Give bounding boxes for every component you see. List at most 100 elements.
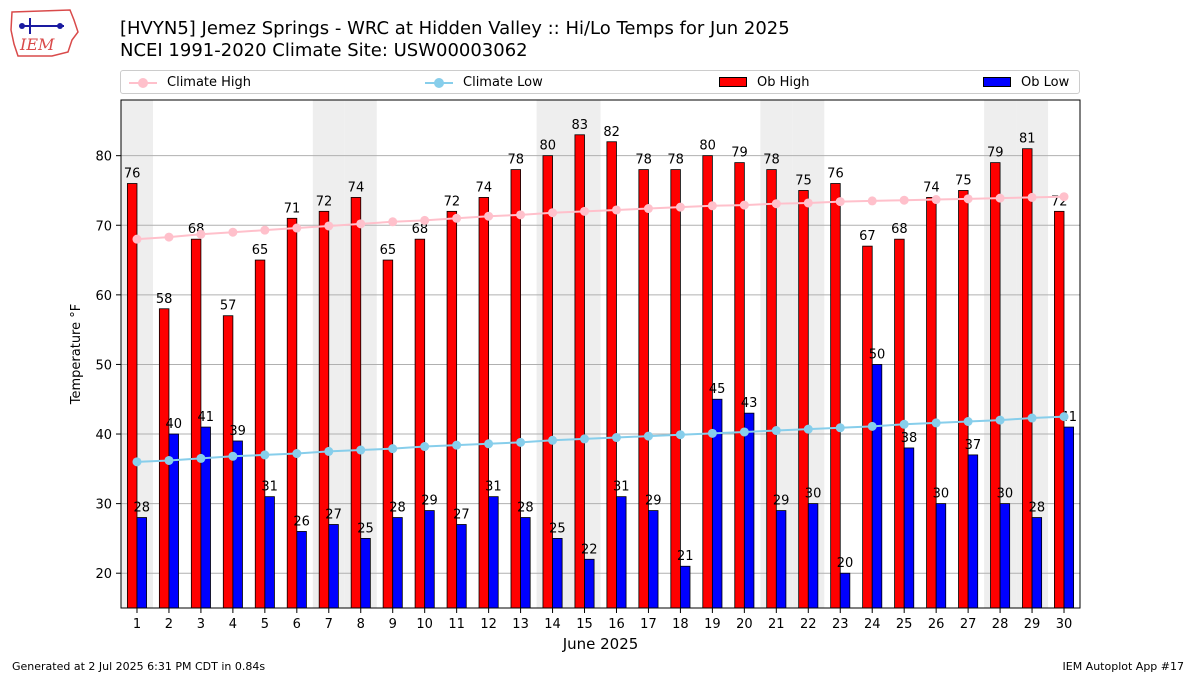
legend-ob-high-label: Ob High xyxy=(757,75,810,90)
climate-high-point xyxy=(1027,192,1037,202)
climate-low-point xyxy=(707,428,717,438)
climate-low-point xyxy=(931,418,941,428)
climate-low-line xyxy=(136,415,1065,463)
ob-low-label: 28 xyxy=(1029,501,1046,516)
ob-high-bar xyxy=(926,197,937,609)
climate-low-point xyxy=(260,450,270,460)
climate-high-point xyxy=(771,199,781,209)
climate-high-point xyxy=(324,221,334,231)
ob-low-label: 30 xyxy=(805,487,822,502)
climate-low-point xyxy=(963,417,973,427)
legend-climate-high-label: Climate High xyxy=(167,75,252,90)
ob-high-bar xyxy=(222,315,234,609)
ob-high-label: 76 xyxy=(124,167,141,182)
climate-low-point xyxy=(452,440,462,450)
y-tick-label: 60 xyxy=(95,289,112,304)
ob-high-label: 74 xyxy=(476,180,493,195)
climate-high-point xyxy=(420,215,430,225)
ob-low-bar xyxy=(616,496,627,609)
ob-high-bar xyxy=(990,162,1001,609)
climate-high-point xyxy=(164,232,174,242)
y-tick-label: 40 xyxy=(95,428,112,443)
ob-high-label: 74 xyxy=(923,180,940,195)
ob-high-bar xyxy=(830,183,841,609)
footer-app: IEM Autoplot App #17 xyxy=(1062,660,1185,673)
ob-high-bar xyxy=(126,183,138,609)
chart-title-line1: [HVYN5] Jemez Springs - WRC at Hidden Va… xyxy=(120,18,790,39)
x-tick-label: 28 xyxy=(992,617,1009,632)
x-tick-label: 29 xyxy=(1024,617,1041,632)
ob-low-bar xyxy=(136,517,147,609)
ob-high-label: 78 xyxy=(635,153,652,168)
x-tick-label: 12 xyxy=(480,617,497,632)
climate-low-point xyxy=(1059,412,1069,422)
ob-low-label: 25 xyxy=(357,521,374,536)
ob-low-bar xyxy=(488,496,499,609)
ob-high-bar xyxy=(286,217,298,609)
ob-high-label: 78 xyxy=(508,153,525,168)
ob-low-label: 20 xyxy=(837,556,854,571)
ob-low-label: 26 xyxy=(293,514,310,529)
ob-high-label: 79 xyxy=(987,146,1004,161)
ob-low-bar xyxy=(935,503,947,609)
y-tick-label: 70 xyxy=(95,219,112,234)
climate-high-point xyxy=(132,234,142,244)
ob-high-label: 67 xyxy=(859,229,876,244)
climate-low-point xyxy=(196,453,206,463)
ob-high-label: 82 xyxy=(603,125,620,140)
iem-logo: IEM xyxy=(10,9,79,57)
x-tick-label: 25 xyxy=(896,617,913,632)
ob-high-bar xyxy=(958,190,969,609)
climate-low-point xyxy=(739,427,749,437)
ob-high-label: 68 xyxy=(891,222,908,237)
ob-low-label: 28 xyxy=(134,501,151,516)
climate-high-point xyxy=(675,202,685,212)
ob-low-label: 28 xyxy=(389,501,406,516)
ob-low-label: 31 xyxy=(261,480,278,495)
climate-low-point xyxy=(132,457,142,467)
x-tick-label: 17 xyxy=(640,617,657,632)
climate-high-marker-icon xyxy=(138,78,148,88)
climate-high-point xyxy=(963,194,973,204)
x-tick-label: 6 xyxy=(293,617,301,632)
x-tick-label: 15 xyxy=(576,617,593,632)
climate-high-point xyxy=(643,204,653,214)
ob-low-label: 29 xyxy=(645,494,662,509)
x-tick-label: 21 xyxy=(768,617,785,632)
ob-high-bar xyxy=(1022,148,1033,609)
ob-low-label: 37 xyxy=(965,438,982,453)
ob-low-bar xyxy=(456,524,467,609)
climate-high-point xyxy=(739,200,749,210)
ob-high-bar xyxy=(542,155,553,609)
ob-high-bar xyxy=(734,162,745,609)
x-tick-label: 24 xyxy=(864,617,881,632)
x-tick-label: 11 xyxy=(448,617,465,632)
x-tick-label: 8 xyxy=(357,617,365,632)
ob-low-label: 28 xyxy=(517,501,534,516)
climate-high-point xyxy=(388,217,398,227)
ob-high-bar xyxy=(638,169,649,609)
climate-low-point xyxy=(803,424,813,434)
climate-high-point xyxy=(356,219,366,229)
climate-low-point xyxy=(292,449,302,459)
climate-low-point xyxy=(611,433,621,443)
ob-low-bar xyxy=(743,412,755,609)
ob-low-bar xyxy=(392,517,403,609)
climate-high-point xyxy=(580,206,590,216)
climate-high-point xyxy=(292,223,302,233)
ob-high-label: 57 xyxy=(220,299,237,314)
ob-high-label: 81 xyxy=(1019,132,1036,147)
y-tick-label: 50 xyxy=(95,358,112,373)
x-tick-label: 9 xyxy=(389,617,397,632)
ob-high-bar xyxy=(254,259,266,609)
climate-high-point xyxy=(899,195,909,205)
ob-low-label: 30 xyxy=(997,487,1014,502)
chart-title: [HVYN5] Jemez Springs - WRC at Hidden Va… xyxy=(120,18,790,62)
ob-low-bar xyxy=(520,517,531,609)
x-tick-label: 18 xyxy=(672,617,689,632)
ob-low-bar xyxy=(296,531,307,609)
ob-high-label: 65 xyxy=(252,243,269,258)
chart-title-line2: NCEI 1991-2020 Climate Site: USW00003062 xyxy=(120,40,528,61)
climate-low-point xyxy=(675,430,685,440)
